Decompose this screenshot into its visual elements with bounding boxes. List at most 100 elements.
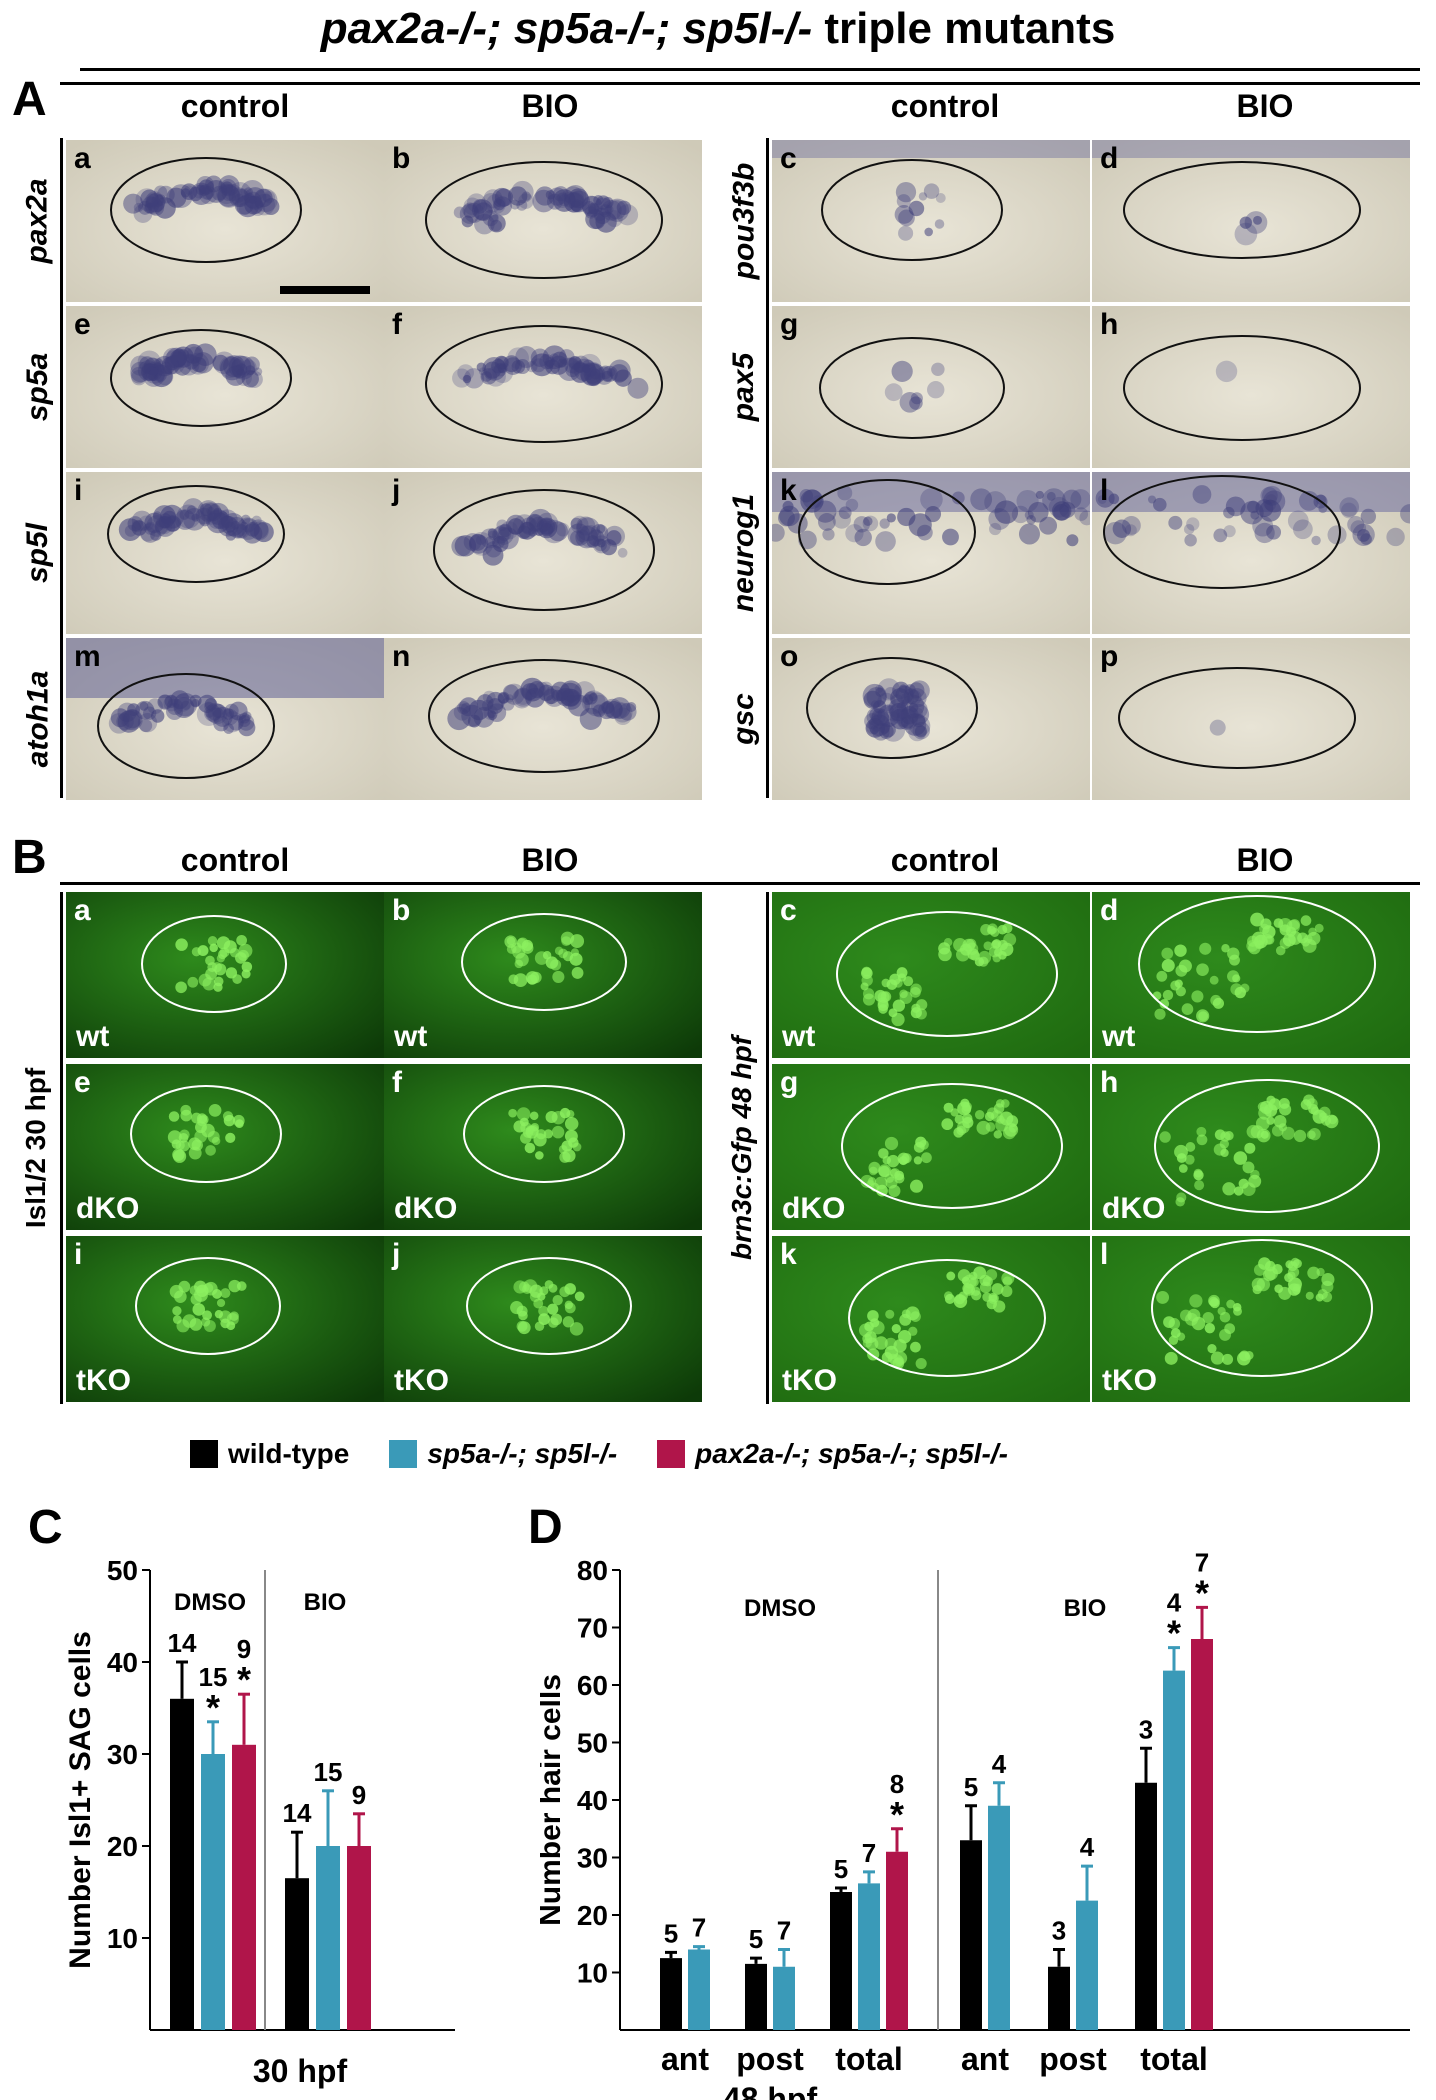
y-tick-label: 10 bbox=[107, 1923, 138, 1954]
panel-a-image-i: i bbox=[66, 472, 384, 634]
bar bbox=[886, 1851, 908, 2030]
panel-b-image-i: i tKO bbox=[66, 1236, 384, 1402]
legend-label-wild-type: wild-type bbox=[228, 1438, 350, 1469]
y-tick-label: 30 bbox=[107, 1739, 138, 1770]
panel-b-right-label: brn3c:Gfp 48 hpf bbox=[722, 892, 762, 1404]
title-suffix: triple mutants bbox=[812, 4, 1116, 53]
y-tick-label: 30 bbox=[577, 1843, 608, 1874]
genotype-label-wt: wt bbox=[782, 1020, 816, 1053]
panel-b-right-bracket bbox=[766, 892, 769, 1404]
panel-a-col-bio-1: BIO bbox=[521, 88, 579, 124]
panel-a-image-f: f bbox=[384, 306, 702, 468]
panel-b-image-h: h dKO bbox=[1092, 1064, 1410, 1230]
genotype-label-tKO: tKO bbox=[1102, 1364, 1157, 1397]
panel-b-rule bbox=[60, 882, 1420, 885]
category-label: total bbox=[835, 2041, 903, 2077]
panel-a-image-e: e bbox=[66, 306, 384, 468]
panel-a-image-l: l bbox=[1092, 472, 1410, 634]
panel-a-sublabel-f: f bbox=[392, 308, 402, 341]
panel-a-right-bracket bbox=[766, 138, 769, 798]
y-tick-label: 40 bbox=[107, 1647, 138, 1678]
bar bbox=[1191, 1639, 1213, 2030]
category-label: total bbox=[1140, 2041, 1208, 2077]
y-axis-label: Number Isl1+ SAG cells bbox=[64, 1631, 97, 1969]
n-label: 14 bbox=[168, 1628, 197, 1658]
panel-b-image-f: f dKO bbox=[384, 1064, 702, 1230]
chart-d: 10 20 30 40 50 60 70 80 Number hair cells 48 hpf 5… bbox=[540, 1547, 1410, 2100]
bar bbox=[1076, 1900, 1098, 2030]
genotype-label-dKO: dKO bbox=[394, 1192, 458, 1225]
n-label: 9 bbox=[237, 1634, 251, 1664]
bar bbox=[988, 1805, 1010, 2030]
n-label: 7 bbox=[862, 1838, 876, 1868]
panel-b-image-c: c wt bbox=[772, 892, 1090, 1058]
panel-a-left-bracket bbox=[60, 138, 63, 798]
row-label-pou3f3b-text: pou3f3b bbox=[727, 162, 761, 280]
panel-b-sublabel-l: l bbox=[1100, 1238, 1109, 1271]
y-tick-label: 10 bbox=[577, 1958, 608, 1989]
bar bbox=[830, 1892, 852, 2030]
bar bbox=[170, 1698, 194, 2030]
significance-mark: * bbox=[237, 1659, 251, 1700]
n-label: 5 bbox=[664, 1918, 678, 1948]
panel-b-image-e: e dKO bbox=[66, 1064, 384, 1230]
panel-a-letter: A bbox=[12, 73, 47, 126]
y-tick-label: 40 bbox=[577, 1785, 608, 1816]
category-label: post bbox=[736, 2041, 804, 2077]
legend-swatch-dko bbox=[389, 1440, 418, 1468]
n-label: 4 bbox=[1080, 1832, 1095, 1862]
n-label: 7 bbox=[777, 1916, 791, 1946]
panel-a-image-n: n bbox=[384, 638, 702, 800]
significance-mark: * bbox=[1195, 1572, 1209, 1613]
panel-b-letter: B bbox=[12, 831, 47, 884]
scale-bar bbox=[280, 286, 370, 294]
panel-d-letter: D bbox=[528, 1501, 563, 1554]
panel-a-sublabel-o: o bbox=[780, 640, 799, 673]
panel-b-sublabel-g: g bbox=[780, 1066, 799, 1099]
y-tick-label: 70 bbox=[577, 1613, 608, 1644]
panel-a-image-b: b bbox=[384, 140, 702, 302]
panel-a-rule bbox=[60, 82, 1420, 85]
legend-label-tko: pax2a-/-; sp5a-/-; sp5l-/- bbox=[695, 1438, 1008, 1469]
panel-a-sublabel-c: c bbox=[780, 142, 797, 175]
y-tick-label: 20 bbox=[107, 1831, 138, 1862]
panel-a-image-m: m bbox=[66, 638, 384, 800]
panel-a-image-j: j bbox=[384, 472, 702, 634]
n-label: 15 bbox=[314, 1757, 343, 1787]
panel-b-sublabel-b: b bbox=[392, 894, 411, 927]
panel-a-sublabel-p: p bbox=[1100, 640, 1119, 673]
panel-c-letter: C bbox=[28, 1501, 63, 1554]
legend-swatch-wild-type bbox=[190, 1440, 218, 1468]
panel-b-col-bio-1: BIO bbox=[521, 842, 579, 878]
panel-a-sublabel-b: b bbox=[392, 142, 411, 175]
genotype-label-wt: wt bbox=[76, 1020, 110, 1053]
panel-a-sublabel-m: m bbox=[74, 640, 101, 673]
panel-a-sublabel-n: n bbox=[392, 640, 411, 673]
row-label-neurog1-text: neurog1 bbox=[727, 493, 761, 613]
n-label: 5 bbox=[834, 1854, 848, 1884]
panel-b-sublabel-a: a bbox=[74, 894, 91, 927]
bar bbox=[960, 1840, 982, 2030]
row-label-pax5-text: pax5 bbox=[727, 352, 761, 422]
genotype-label-wt: wt bbox=[1102, 1020, 1136, 1053]
panel-b-sublabel-d: d bbox=[1100, 894, 1119, 927]
category-label: ant bbox=[661, 2041, 709, 2077]
panel-b-sublabel-c: c bbox=[780, 894, 797, 927]
y-axis-label: Number hair cells bbox=[540, 1674, 567, 1926]
panel-b-sublabel-e: e bbox=[74, 1066, 91, 1099]
panel-b-sublabel-k: k bbox=[780, 1238, 797, 1271]
panel-b-col-control-1: control bbox=[180, 842, 290, 878]
row-label-atoh1a: atoh1a bbox=[18, 638, 58, 800]
panel-a-image-a: a bbox=[66, 140, 384, 302]
treatment-label-dmso: DMSO bbox=[744, 1595, 816, 1622]
panel-b-left-bracket bbox=[60, 892, 63, 1404]
title-genotype: pax2a-/-; sp5a-/-; sp5l-/- bbox=[320, 4, 813, 53]
panel-b-image-j: j tKO bbox=[384, 1236, 702, 1402]
bar bbox=[1163, 1670, 1185, 2030]
row-label-pou3f3b: pou3f3b bbox=[724, 140, 764, 302]
legend-item-tko: pax2a-/-; sp5a-/-; sp5l-/- bbox=[657, 1438, 1008, 1470]
genotype-label-tKO: tKO bbox=[76, 1364, 131, 1397]
legend-item-wild-type: wild-type bbox=[190, 1438, 349, 1470]
n-label: 9 bbox=[352, 1780, 366, 1810]
panel-b-image-k: k tKO bbox=[772, 1236, 1090, 1402]
